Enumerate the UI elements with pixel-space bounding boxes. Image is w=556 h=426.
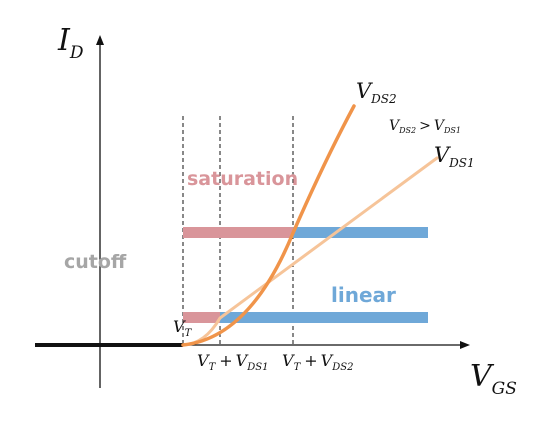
linear-band-vds1 <box>220 312 428 323</box>
linear-label: linear <box>331 283 396 307</box>
saturation-band-vds1 <box>183 312 220 323</box>
vds2-curve-label: VDS2 <box>356 79 397 106</box>
vds1-curve-label: VDS1 <box>434 143 475 170</box>
y-axis-label: ID <box>57 23 84 63</box>
vt-plus-vds1-label: VT + VDS1 <box>197 351 268 373</box>
saturation-label: saturation <box>187 168 298 190</box>
vt-label: VT <box>173 317 193 339</box>
cutoff-label: cutoff <box>64 251 127 273</box>
vds2-curve <box>181 104 356 347</box>
x-axis-label: VGS <box>470 359 517 399</box>
vt-plus-vds2-label: VT + VDS2 <box>282 351 353 373</box>
vds-inequality-label: VDS2 > VDS1 <box>389 118 461 135</box>
linear-band-vds2 <box>293 227 428 238</box>
saturation-band-vds2 <box>183 227 293 238</box>
